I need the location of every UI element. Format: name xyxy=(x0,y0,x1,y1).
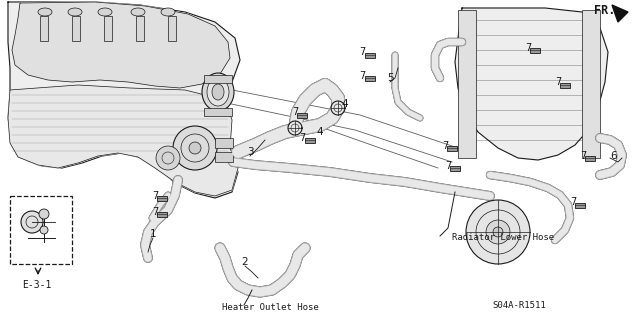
Bar xyxy=(157,212,167,217)
Text: 7: 7 xyxy=(152,207,158,217)
Text: 7: 7 xyxy=(570,197,576,207)
Text: 4: 4 xyxy=(317,127,323,137)
Circle shape xyxy=(173,126,217,170)
Bar xyxy=(305,138,315,143)
Polygon shape xyxy=(612,5,628,22)
Ellipse shape xyxy=(212,84,224,100)
Bar xyxy=(168,16,176,41)
Bar xyxy=(365,76,375,81)
Bar xyxy=(458,10,476,158)
Circle shape xyxy=(156,146,180,170)
Ellipse shape xyxy=(68,8,82,16)
Text: 7: 7 xyxy=(152,191,158,201)
Ellipse shape xyxy=(207,78,229,106)
Circle shape xyxy=(486,220,510,244)
Ellipse shape xyxy=(161,8,175,16)
Bar xyxy=(530,48,540,53)
Circle shape xyxy=(39,209,49,219)
Circle shape xyxy=(189,142,201,154)
Bar xyxy=(447,146,457,151)
Text: 7: 7 xyxy=(442,141,448,151)
Bar xyxy=(204,108,232,116)
Ellipse shape xyxy=(38,8,52,16)
Circle shape xyxy=(40,226,48,234)
Polygon shape xyxy=(8,2,240,198)
Ellipse shape xyxy=(202,73,234,111)
Text: 3: 3 xyxy=(246,147,253,157)
Polygon shape xyxy=(12,2,230,88)
Text: 7: 7 xyxy=(299,133,305,143)
Text: 1: 1 xyxy=(150,229,156,239)
Bar xyxy=(204,75,232,83)
Circle shape xyxy=(21,211,43,233)
Bar xyxy=(297,113,307,118)
Polygon shape xyxy=(455,8,608,160)
Text: FR.: FR. xyxy=(594,4,616,17)
Bar xyxy=(365,53,375,58)
Text: 7: 7 xyxy=(359,47,365,57)
Text: Heater Outlet Hose: Heater Outlet Hose xyxy=(222,303,319,312)
Text: 7: 7 xyxy=(525,43,531,53)
Circle shape xyxy=(493,227,503,237)
Bar xyxy=(40,16,48,41)
Text: E-3-1: E-3-1 xyxy=(22,280,51,290)
Text: 7: 7 xyxy=(555,77,561,87)
Bar xyxy=(10,196,72,264)
Bar xyxy=(450,166,460,171)
Bar xyxy=(575,203,585,208)
Text: 4: 4 xyxy=(342,99,348,109)
Text: 7: 7 xyxy=(445,161,451,171)
Bar xyxy=(215,138,233,148)
Bar xyxy=(104,16,112,41)
Bar xyxy=(157,196,167,201)
Ellipse shape xyxy=(131,8,145,16)
Text: 7: 7 xyxy=(292,107,298,117)
Text: S04A-R1511: S04A-R1511 xyxy=(492,301,546,310)
Polygon shape xyxy=(8,85,238,196)
Bar xyxy=(215,152,233,162)
Circle shape xyxy=(466,200,530,264)
Text: 2: 2 xyxy=(242,257,248,267)
Ellipse shape xyxy=(98,8,112,16)
Bar xyxy=(560,83,570,88)
Text: Radiator Lower Hose: Radiator Lower Hose xyxy=(452,233,554,242)
Bar xyxy=(72,16,80,41)
Bar xyxy=(136,16,144,41)
Text: 6: 6 xyxy=(611,151,618,161)
Bar xyxy=(585,156,595,161)
Text: 5: 5 xyxy=(387,73,394,83)
Bar xyxy=(582,10,600,158)
Text: 7: 7 xyxy=(580,151,586,161)
Text: 7: 7 xyxy=(359,71,365,81)
